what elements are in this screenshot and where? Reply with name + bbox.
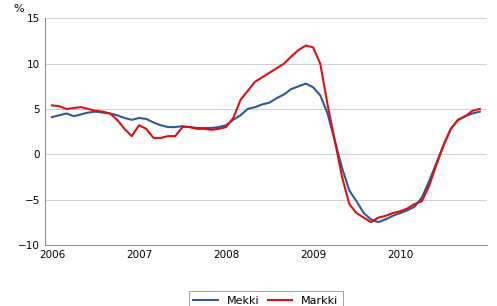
Mekki xyxy=(375,220,381,224)
Mekki xyxy=(303,82,309,85)
Markki xyxy=(121,127,127,131)
Mekki xyxy=(187,125,193,129)
Mekki xyxy=(477,110,483,114)
Mekki xyxy=(172,125,178,129)
Markki xyxy=(172,134,178,138)
Markki xyxy=(158,136,164,140)
Mekki xyxy=(158,123,164,127)
Legend: Mekki, Markki: Mekki, Markki xyxy=(189,291,343,306)
Markki xyxy=(477,107,483,111)
Mekki xyxy=(325,112,331,115)
Markki xyxy=(187,125,193,129)
Markki xyxy=(194,127,200,131)
Text: %: % xyxy=(14,4,24,14)
Markki xyxy=(368,220,374,224)
Line: Markki: Markki xyxy=(52,46,480,222)
Mekki xyxy=(49,115,55,119)
Mekki xyxy=(194,126,200,130)
Markki xyxy=(303,44,309,47)
Line: Mekki: Mekki xyxy=(52,84,480,222)
Mekki xyxy=(121,116,127,120)
Markki xyxy=(49,103,55,107)
Markki xyxy=(325,103,331,106)
